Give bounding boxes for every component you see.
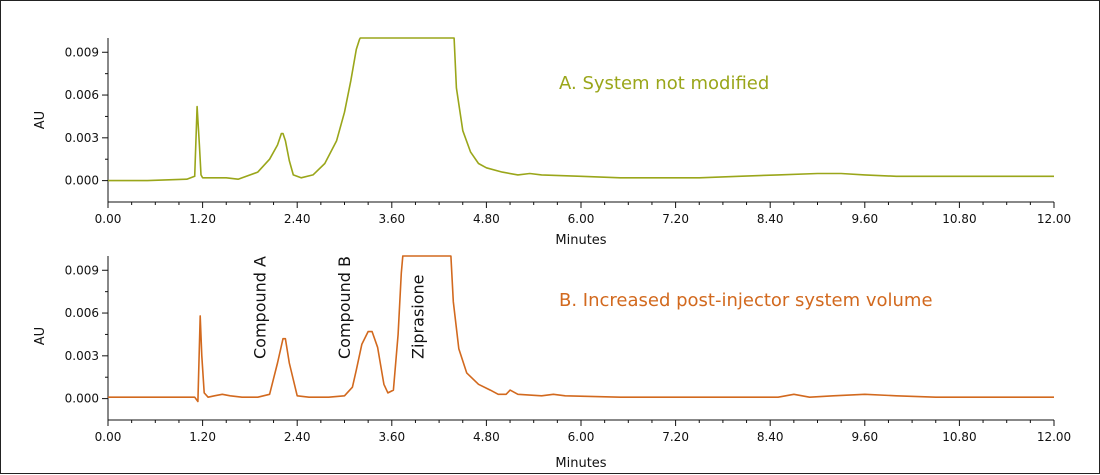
panel-b-x-tick-label: 2.40 xyxy=(284,430,311,444)
panel-a: Minutes AU A. System not modified 0.00 1.… xyxy=(33,37,1072,248)
panel-a-y-tick-label: 0.000 xyxy=(65,174,99,188)
panel-b-y-tick-label: 0.003 xyxy=(65,349,99,363)
panel-b-y-tick-label: 0.000 xyxy=(65,392,99,406)
panel-b-x-tick-label: 3.60 xyxy=(378,430,405,444)
panel-a-x-tick-label: 9.60 xyxy=(851,212,878,226)
panel-b-x-tick-label: 6.00 xyxy=(568,430,595,444)
panel-b-trace-group xyxy=(108,255,1054,403)
panel-a-x-tick-label: 10.80 xyxy=(942,212,976,226)
panel-a-x-tick-label: 3.60 xyxy=(378,212,405,226)
panel-b-x-tick-label: 0.00 xyxy=(95,430,122,444)
panel-a-x-tick-label: 7.20 xyxy=(662,212,689,226)
panel-a-trace-line xyxy=(108,37,1054,182)
panel-b-trace-line xyxy=(108,255,1054,403)
panel-a-y-tick-label: 0.006 xyxy=(65,88,99,102)
panel-b-y-tick-label: 0.009 xyxy=(65,263,99,277)
panel-b-x-tick-label: 1.20 xyxy=(189,430,216,444)
peak-label: Compound A xyxy=(251,256,270,359)
panel-b-ticks: 0.00 1.20 2.40 3.60 4.80 6.00 7.20 8.40 9.60 10.8… xyxy=(65,263,1072,444)
panel-a-annotation: A. System not modified xyxy=(559,73,769,94)
peak-label: Compound B xyxy=(335,256,354,359)
panel-b-x-tick-label: 4.80 xyxy=(473,430,500,444)
panel-b-x-tick-label: 7.20 xyxy=(662,430,689,444)
panel-a-y-axis-title: AU xyxy=(33,111,48,129)
panel-b-x-tick-label: 10.80 xyxy=(942,430,976,444)
panel-a-x-tick-label: 12.00 xyxy=(1037,212,1071,226)
panel-a-y-tick-label: 0.003 xyxy=(65,131,99,145)
panel-a-x-tick-label: 2.40 xyxy=(284,212,311,226)
panel-b-peak-labels: Compound A Compound B Ziprasione xyxy=(251,256,428,359)
panel-a-x-axis-title: Minutes xyxy=(555,233,606,248)
panel-b-annotation: B. Increased post-injector system volume xyxy=(559,290,933,311)
panel-b-x-axis-title: Minutes xyxy=(555,456,606,471)
panel-b-x-tick-label: 9.60 xyxy=(851,430,878,444)
panel-a-x-tick-label: 0.00 xyxy=(95,212,122,226)
panel-a-x-tick-label: 1.20 xyxy=(189,212,216,226)
panel-a-ticks: 0.00 1.20 2.40 3.60 4.80 6.00 7.20 8.40 9.60 10.8… xyxy=(65,45,1072,226)
panel-a-x-tick-label: 8.40 xyxy=(757,212,784,226)
panel-b: Minutes AU B. Increased post-injector sy… xyxy=(33,255,1072,471)
panel-a-x-tick-label: 4.80 xyxy=(473,212,500,226)
panel-b-x-tick-label: 8.40 xyxy=(757,430,784,444)
panel-a-trace-group xyxy=(108,37,1054,182)
panel-a-y-tick-label: 0.009 xyxy=(65,45,99,59)
panel-b-x-tick-label: 12.00 xyxy=(1037,430,1071,444)
panel-b-y-tick-label: 0.006 xyxy=(65,306,99,320)
panel-a-x-tick-label: 6.00 xyxy=(568,212,595,226)
panel-b-y-axis-title: AU xyxy=(33,327,48,345)
peak-label: Ziprasione xyxy=(408,275,427,360)
